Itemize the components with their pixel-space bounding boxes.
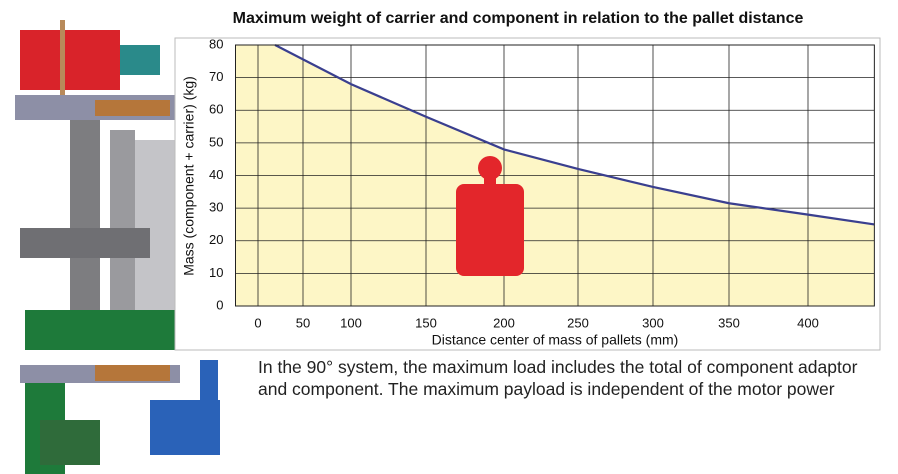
y-tick-label: 20 xyxy=(209,232,223,247)
caption: In the 90° system, the maximum load incl… xyxy=(258,356,888,400)
y-tick-label: 60 xyxy=(209,102,223,117)
figure: Maximum weight of carrier and component … xyxy=(0,0,898,474)
x-tick-label: 0 xyxy=(254,315,261,330)
x-tick-label: 50 xyxy=(296,315,310,330)
x-tick-label: 350 xyxy=(718,315,740,330)
x-tick-label: 200 xyxy=(493,315,515,330)
y-tick-label: 70 xyxy=(209,69,223,84)
weight-icon-body xyxy=(456,184,524,276)
y-tick-label: 40 xyxy=(209,167,223,182)
chart: Maximum weight of carrier and component … xyxy=(0,0,898,474)
y-tick-label: 10 xyxy=(209,265,223,280)
x-axis-label: Distance center of mass of pallets (mm) xyxy=(432,332,679,348)
x-tick-label: 300 xyxy=(642,315,664,330)
x-tick-label: 150 xyxy=(415,315,437,330)
page: {"chart_data": {"type": "area-line", "ti… xyxy=(0,0,898,474)
y-tick-label: 0 xyxy=(216,297,223,312)
x-tick-label: 100 xyxy=(340,315,362,330)
y-tick-label: 30 xyxy=(209,200,223,215)
y-tick-label: 80 xyxy=(209,36,223,51)
y-tick-label: 50 xyxy=(209,134,223,149)
x-tick-label: 250 xyxy=(567,315,589,330)
x-tick-label: 400 xyxy=(797,315,819,330)
weight-icon-neck xyxy=(484,172,496,186)
y-axis-label: Mass (component + carrier) (kg) xyxy=(181,76,197,276)
chart-title: Maximum weight of carrier and component … xyxy=(233,10,804,27)
